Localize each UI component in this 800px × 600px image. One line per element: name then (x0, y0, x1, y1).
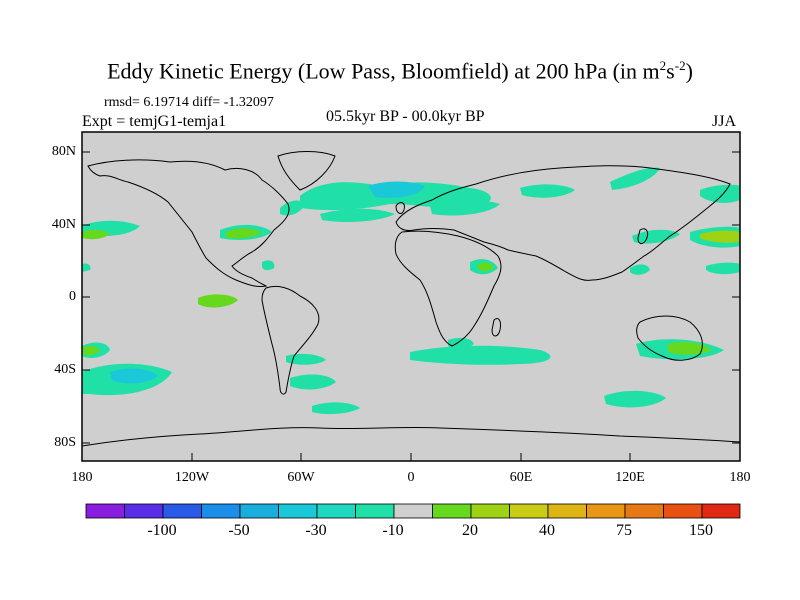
anomaly-region (700, 230, 740, 243)
anomaly-region (312, 402, 360, 415)
colorbar-box (586, 503, 626, 519)
season-label: JJA (712, 113, 737, 130)
colorbar-box (701, 503, 741, 519)
coastline-antarctica (81, 426, 741, 447)
lat-label: 0 (69, 289, 76, 304)
anomaly-region (262, 260, 275, 271)
coastline-japan (637, 228, 649, 245)
anomaly-region (604, 390, 666, 408)
anomaly-region (630, 264, 650, 275)
colorbar-box (316, 503, 356, 519)
coastline-europe-asia (395, 165, 731, 281)
anomaly-region (700, 184, 740, 203)
anomaly-region (226, 228, 262, 239)
lon-label: 60W (287, 470, 315, 485)
coastline-north-america (87, 159, 290, 287)
lon-label: 60E (509, 470, 533, 485)
lat-label: 80N (51, 144, 76, 159)
colorbar-box (547, 503, 587, 519)
colorbar-box (624, 503, 664, 519)
stats-label: rmsd= 6.19714 diff= -1.32097 (104, 95, 274, 110)
coastline-madagascar (491, 317, 501, 337)
coastline-greenland (277, 151, 336, 191)
lon-label: 180 (729, 470, 751, 485)
colorbar-box (355, 503, 395, 519)
anomaly-region (430, 199, 500, 216)
colorbar-box (201, 503, 241, 519)
colorbar-box (470, 503, 510, 519)
colorbar-box (278, 503, 318, 519)
anomaly-region (610, 167, 660, 190)
anomaly-region (448, 337, 474, 349)
colorbar-box (124, 503, 164, 519)
coastlines (81, 151, 741, 447)
colorbar-label: -30 (305, 522, 327, 539)
anomaly-region (280, 200, 306, 216)
lat-label: 40N (51, 217, 76, 232)
lon-label: 120W (174, 470, 210, 485)
lon-label: 180 (71, 470, 93, 485)
anomaly-region (320, 208, 395, 222)
lat-label: 80S (54, 435, 76, 450)
experiment-label: Expt = temjG1-temja1 (82, 113, 227, 130)
anomaly-shading (82, 167, 740, 415)
axis-ticks (82, 151, 740, 461)
chart-title: Eddy Kinetic Energy (Low Pass, Bloomfiel… (107, 58, 693, 84)
anomaly-region (478, 262, 494, 272)
colorbar-label: 40 (539, 522, 555, 539)
anomaly-region (290, 374, 336, 390)
colorbar-box (239, 503, 279, 519)
colorbar-label: 150 (689, 522, 713, 539)
anomaly-region (82, 263, 91, 272)
colorbar-box (509, 503, 549, 519)
anomaly-region (410, 345, 551, 365)
anomaly-region (368, 181, 425, 198)
colorbar (85, 503, 741, 519)
coastline-uk (395, 202, 405, 214)
anomaly-region (632, 229, 680, 244)
period-label: 05.5kyr BP - 00.0kyr BP (326, 108, 485, 125)
colorbar-label: 20 (462, 522, 478, 539)
lon-label: 120E (615, 470, 645, 485)
anomaly-region (110, 368, 158, 384)
colorbar-label: 75 (616, 522, 632, 539)
colorbar-box (393, 503, 433, 519)
colorbar-box (162, 503, 202, 519)
anomaly-region (286, 353, 326, 365)
colorbar-label: -10 (382, 522, 404, 539)
coastline-australia (636, 315, 703, 361)
coastline-africa (394, 230, 502, 347)
lat-label: 40S (54, 362, 76, 377)
anomaly-region (520, 184, 575, 198)
colorbar-box (432, 503, 472, 519)
coastline-south-america (261, 285, 320, 395)
anomaly-region (82, 229, 110, 240)
colorbar-box (85, 503, 125, 519)
lon-label: 0 (407, 470, 415, 485)
anomaly-region (198, 294, 238, 308)
colorbar-label: -100 (147, 522, 177, 539)
anomaly-region (82, 345, 100, 356)
anomaly-region (706, 262, 740, 275)
colorbar-label: -50 (228, 522, 250, 539)
colorbar-box (663, 503, 703, 519)
